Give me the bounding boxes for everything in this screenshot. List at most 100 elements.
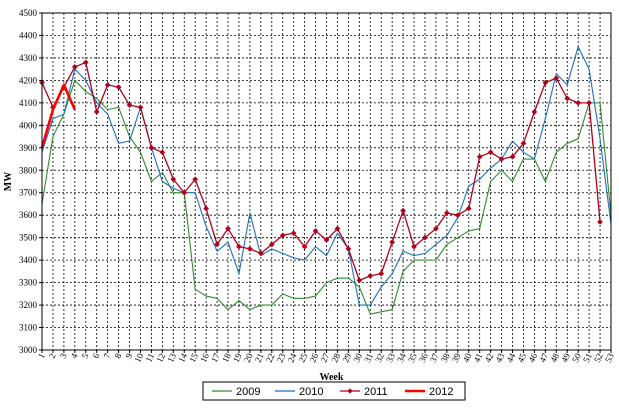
series-line-2010	[41, 46, 612, 306]
x-tick-label: 1	[36, 352, 47, 360]
y-tick-label: 4300	[19, 53, 38, 63]
data-point-2011	[509, 153, 516, 160]
y-tick-label: 3200	[19, 300, 38, 310]
data-point-2011	[520, 140, 527, 147]
y-tick-label: 4100	[19, 98, 38, 108]
data-point-2011	[82, 59, 89, 66]
data-point-2011	[148, 144, 155, 151]
x-tick-label: 12	[154, 352, 167, 364]
data-point-2011	[104, 81, 111, 88]
data-point-2011	[389, 239, 396, 246]
x-tick-label: 42	[483, 352, 496, 364]
data-point-2011	[236, 243, 242, 250]
data-point-2011	[454, 212, 461, 219]
data-point-2011	[312, 227, 319, 234]
series-2011	[39, 59, 604, 284]
data-point-2011	[115, 84, 122, 91]
data-point-2011	[246, 245, 253, 252]
y-tick-label: 3600	[19, 210, 38, 220]
x-tick-label: 22	[264, 352, 277, 364]
data-point-2011	[203, 205, 210, 212]
x-tick-label: 5	[80, 351, 91, 360]
data-point-2011	[476, 153, 483, 160]
data-point-2011	[378, 270, 385, 277]
data-point-2011	[279, 232, 286, 239]
data-point-2011	[411, 243, 417, 250]
data-point-2011	[367, 272, 374, 279]
series-2009	[41, 79, 612, 315]
y-axis-title: MW	[3, 172, 14, 191]
legend-box	[202, 381, 466, 401]
data-point-2011	[268, 241, 275, 248]
series-line-2011	[41, 61, 601, 282]
data-point-2011	[597, 218, 604, 225]
x-tick-label: 9	[123, 351, 134, 360]
legend: 2009 2010 2011 2012	[202, 381, 466, 401]
y-tick-label: 4000	[19, 120, 38, 130]
x-tick-label: 51	[581, 352, 594, 364]
data-point-2011	[192, 176, 199, 183]
y-tick-label: 4200	[19, 75, 38, 85]
data-point-2011	[531, 108, 538, 115]
legend-item-2010: 2010	[275, 386, 323, 398]
x-tick-label: 4	[69, 351, 80, 360]
y-tick-label: 3000	[19, 345, 38, 355]
data-point-2011	[137, 104, 144, 111]
x-tick-label: 52	[592, 352, 605, 364]
y-tick-label: 3900	[19, 143, 38, 153]
y-tick-label: 4500	[19, 8, 38, 18]
legend-item-2012: 2012	[405, 386, 453, 398]
x-tick-label: 21	[253, 352, 266, 364]
data-point-2011	[432, 225, 439, 232]
data-point-2011	[465, 205, 472, 212]
x-tick-label: 3	[58, 351, 69, 360]
series-group	[39, 46, 612, 315]
data-point-2011	[290, 230, 297, 237]
y-tick-label: 3100	[19, 323, 38, 333]
data-point-2011	[126, 102, 133, 109]
data-point-2011	[553, 75, 560, 82]
data-point-2011	[93, 108, 100, 115]
data-point-2011	[498, 156, 505, 162]
data-point-2011	[301, 243, 308, 250]
x-tick-label: 7	[102, 351, 113, 360]
x-tick-label: 31	[362, 352, 375, 364]
data-point-2011	[542, 79, 549, 86]
y-tick-label: 3500	[19, 233, 38, 243]
data-point-2011	[170, 176, 177, 183]
y-tick-label: 3700	[19, 188, 38, 198]
legend-label: 2009	[236, 386, 260, 398]
x-tick-label: 32	[373, 352, 386, 364]
legend-marker	[347, 388, 353, 394]
data-point-2011	[71, 63, 78, 70]
data-point-2011	[564, 95, 571, 102]
series-line-2009	[41, 79, 612, 315]
series-2012	[40, 83, 77, 149]
data-point-2011	[487, 149, 494, 156]
data-point-2011	[586, 99, 593, 106]
x-tick-label: 11	[144, 352, 157, 364]
data-point-2011	[443, 209, 450, 216]
data-point-2011	[323, 236, 330, 243]
y-tick-label: 3300	[19, 278, 38, 288]
y-tick-label: 3400	[19, 255, 38, 265]
data-point-2011	[159, 149, 166, 156]
data-point-2011	[400, 207, 407, 214]
x-tick-label: 53	[603, 351, 616, 364]
data-point-2011	[181, 189, 188, 196]
legend-item-2009: 2009	[212, 386, 260, 398]
data-point-2011	[214, 241, 221, 248]
data-point-2011	[257, 250, 264, 257]
legend-label: 2011	[364, 386, 388, 398]
y-tick-label: 3800	[19, 165, 38, 175]
legend-label: 2010	[299, 386, 323, 398]
x-axis-title: Week	[320, 372, 344, 383]
data-point-2011	[345, 245, 352, 252]
data-point-2011	[422, 234, 428, 241]
x-tick-label: 2	[47, 352, 58, 360]
data-point-2011	[356, 277, 363, 284]
x-tick-label: 41	[472, 352, 485, 364]
series-2010	[41, 46, 612, 306]
data-point-2011	[575, 99, 582, 106]
